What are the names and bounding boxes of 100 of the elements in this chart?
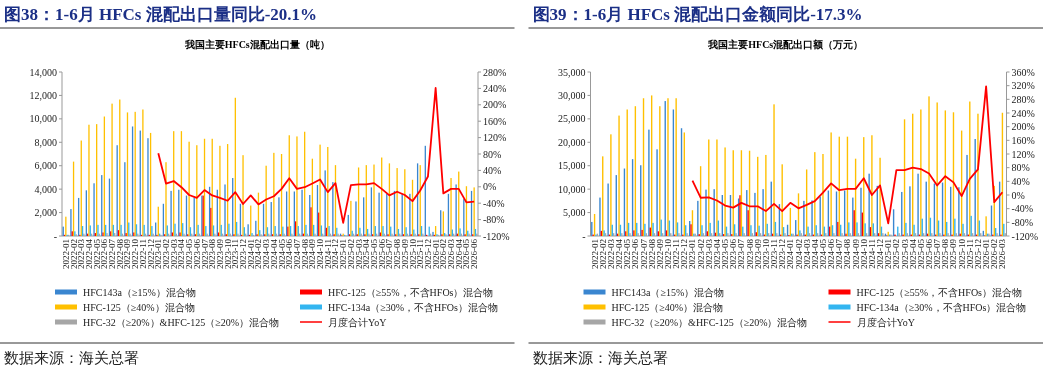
x-tick-label: 2023-12: [777, 239, 788, 269]
y2-tick-label: 40%: [483, 164, 502, 176]
x-tick-label: 2025-06: [924, 238, 935, 269]
y2-tick-label: -120%: [1011, 230, 1039, 242]
x-tick-label: 2024-04: [809, 238, 820, 269]
x-tick-label: 2022-12: [145, 239, 156, 269]
x-tick-label: 2023-10: [760, 238, 771, 269]
x-tick-label: 2023-10: [222, 238, 233, 269]
x-tick-label: 2025-05: [915, 238, 926, 269]
x-tick-label: 2025-07: [384, 238, 395, 269]
x-tick-label: 2024-12: [875, 239, 886, 269]
chart-subtitle: 我国主要HFCs混配出口量（吨）: [183, 39, 330, 50]
y2-tick-label: -40%: [483, 197, 505, 209]
x-tick-label: 2024-06: [826, 238, 837, 269]
x-tick-label: 2023-03: [168, 238, 179, 269]
x-tick-label: 2022-03: [605, 238, 616, 269]
legend-label: 月度合计YoY: [856, 316, 915, 328]
x-tick-label: 2025-10: [407, 238, 418, 269]
y2-tick-label: 240%: [1011, 107, 1035, 119]
x-tick-label: 2023-04: [176, 238, 187, 269]
x-tick-label: 2023-11: [769, 239, 780, 269]
x-tick-label: 2023-04: [711, 238, 722, 269]
x-tick-label: 2024-09: [307, 238, 318, 269]
legend-label: HFC143a（≥15%）混合物: [611, 286, 725, 298]
x-tick-label: 2022-04: [614, 238, 625, 269]
x-tick-label: 2022-05: [91, 238, 102, 269]
x-tick-label: 2025-09: [948, 238, 959, 269]
legend-label: HFC-125（≥55%，不含HFOs）混合物: [856, 286, 1022, 298]
x-tick-label: 2025-01: [883, 239, 894, 269]
x-tick-label: 2025-05: [369, 238, 379, 269]
y-tick-label: 5,000: [563, 207, 586, 219]
x-tick-label: 2022-01: [60, 239, 71, 269]
x-tick-label: 2023-08: [744, 238, 755, 269]
y2-tick-label: 160%: [483, 115, 507, 127]
x-tick-label: 2024-03: [801, 238, 812, 269]
y2-tick-label: 200%: [483, 99, 507, 111]
x-tick-label: 2023-01: [687, 239, 698, 269]
y2-tick-label: 40%: [1011, 175, 1030, 187]
y2-tick-label: 320%: [1011, 80, 1035, 92]
legend-label: HFC-134a（≥30%，不含HFOs）混合物: [328, 301, 498, 313]
x-tick-label: 2024-01: [785, 239, 796, 269]
x-tick-label: 2025-11: [964, 239, 975, 269]
y2-tick-label: 80%: [1011, 162, 1030, 174]
x-tick-label: 2023-09: [752, 238, 763, 269]
x-tick-label: 2023-03: [703, 238, 714, 269]
x-tick-label: 2024-05: [817, 238, 828, 269]
x-tick-label: 2023-06: [728, 238, 739, 269]
x-tick-label: 2025-03: [353, 238, 364, 269]
x-tick-label: 2026-06: [469, 238, 480, 269]
y2-tick-label: -40%: [1011, 203, 1034, 215]
legend-label: HFC-125（≥40%）混合物: [611, 301, 724, 313]
source-note: 数据来源：海关总署: [4, 350, 139, 366]
y2-tick-label: 0%: [1011, 189, 1025, 201]
y2-tick-label: 360%: [1011, 66, 1035, 78]
chart-title: 图39：1-6月 HFCs 混配出口金额同比-17.3%: [532, 5, 863, 24]
x-tick-label: 2025-02: [891, 239, 902, 269]
x-tick-label: 2025-10: [956, 238, 967, 269]
x-tick-label: 2024-12: [330, 239, 341, 269]
x-tick-label: 2022-01: [589, 239, 600, 269]
y-tick-label: 15,000: [558, 160, 586, 172]
x-tick-label: 2024-08: [842, 238, 853, 269]
y-tick-label: 6,000: [34, 160, 57, 172]
x-tick-label: 2022-10: [662, 238, 673, 269]
x-tick-label: 2022-09: [122, 238, 133, 269]
x-tick-label: 2022-06: [630, 238, 641, 269]
chart-title: 图38：1-6月 HFCs 混配出口量同比-20.1%: [4, 5, 318, 24]
legend-label: HFC-32（≥20%）&HFC-125（≥20%）混合物: [83, 316, 279, 328]
y2-tick-label: 80%: [483, 148, 502, 160]
y-tick-label: 4,000: [34, 183, 57, 195]
y-tick-label: 20,000: [558, 136, 586, 148]
x-tick-label: 2023-02: [161, 239, 171, 269]
x-tick-label: 2024-11: [866, 239, 877, 269]
y2-tick-label: 280%: [1011, 93, 1035, 105]
y2-tick-label: 160%: [1011, 134, 1035, 146]
x-tick-label: 2022-02: [68, 239, 79, 269]
x-tick-label: 2025-04: [361, 238, 372, 269]
x-tick-label: 2022-12: [679, 239, 690, 269]
y-tick-label: 14,000: [29, 66, 57, 78]
legend-label: 月度合计YoY: [328, 316, 387, 328]
y2-tick-label: 120%: [483, 132, 507, 144]
x-tick-label: 2026-02: [438, 239, 449, 269]
y2-tick-label: 200%: [1011, 121, 1035, 133]
y2-tick-label: 240%: [483, 82, 507, 94]
x-tick-label: 2022-07: [638, 238, 649, 269]
x-tick-label: 2023-05: [720, 238, 731, 269]
y-tick-label: 35,000: [558, 66, 586, 78]
x-tick-label: 2024-02: [253, 239, 264, 269]
y2-tick-label: 120%: [1011, 148, 1035, 160]
x-tick-label: 2023-02: [695, 239, 706, 269]
y2-tick-label: -80%: [1011, 216, 1034, 228]
legend-label: HFC-32（≥20%）&HFC-125（≥20%）混合物: [611, 316, 808, 328]
y2-tick-label: 280%: [483, 66, 507, 78]
x-tick-label: 2025-12: [972, 239, 983, 269]
x-tick-label: 2024-08: [299, 238, 310, 269]
y-tick-label: 10,000: [558, 183, 586, 195]
x-tick-label: 2022-09: [654, 238, 665, 269]
x-tick-label: 2023-07: [199, 238, 210, 269]
x-tick-label: 2023-07: [736, 238, 747, 269]
x-tick-label: 2025-04: [907, 238, 918, 269]
y2-tick-label: -120%: [483, 230, 510, 242]
